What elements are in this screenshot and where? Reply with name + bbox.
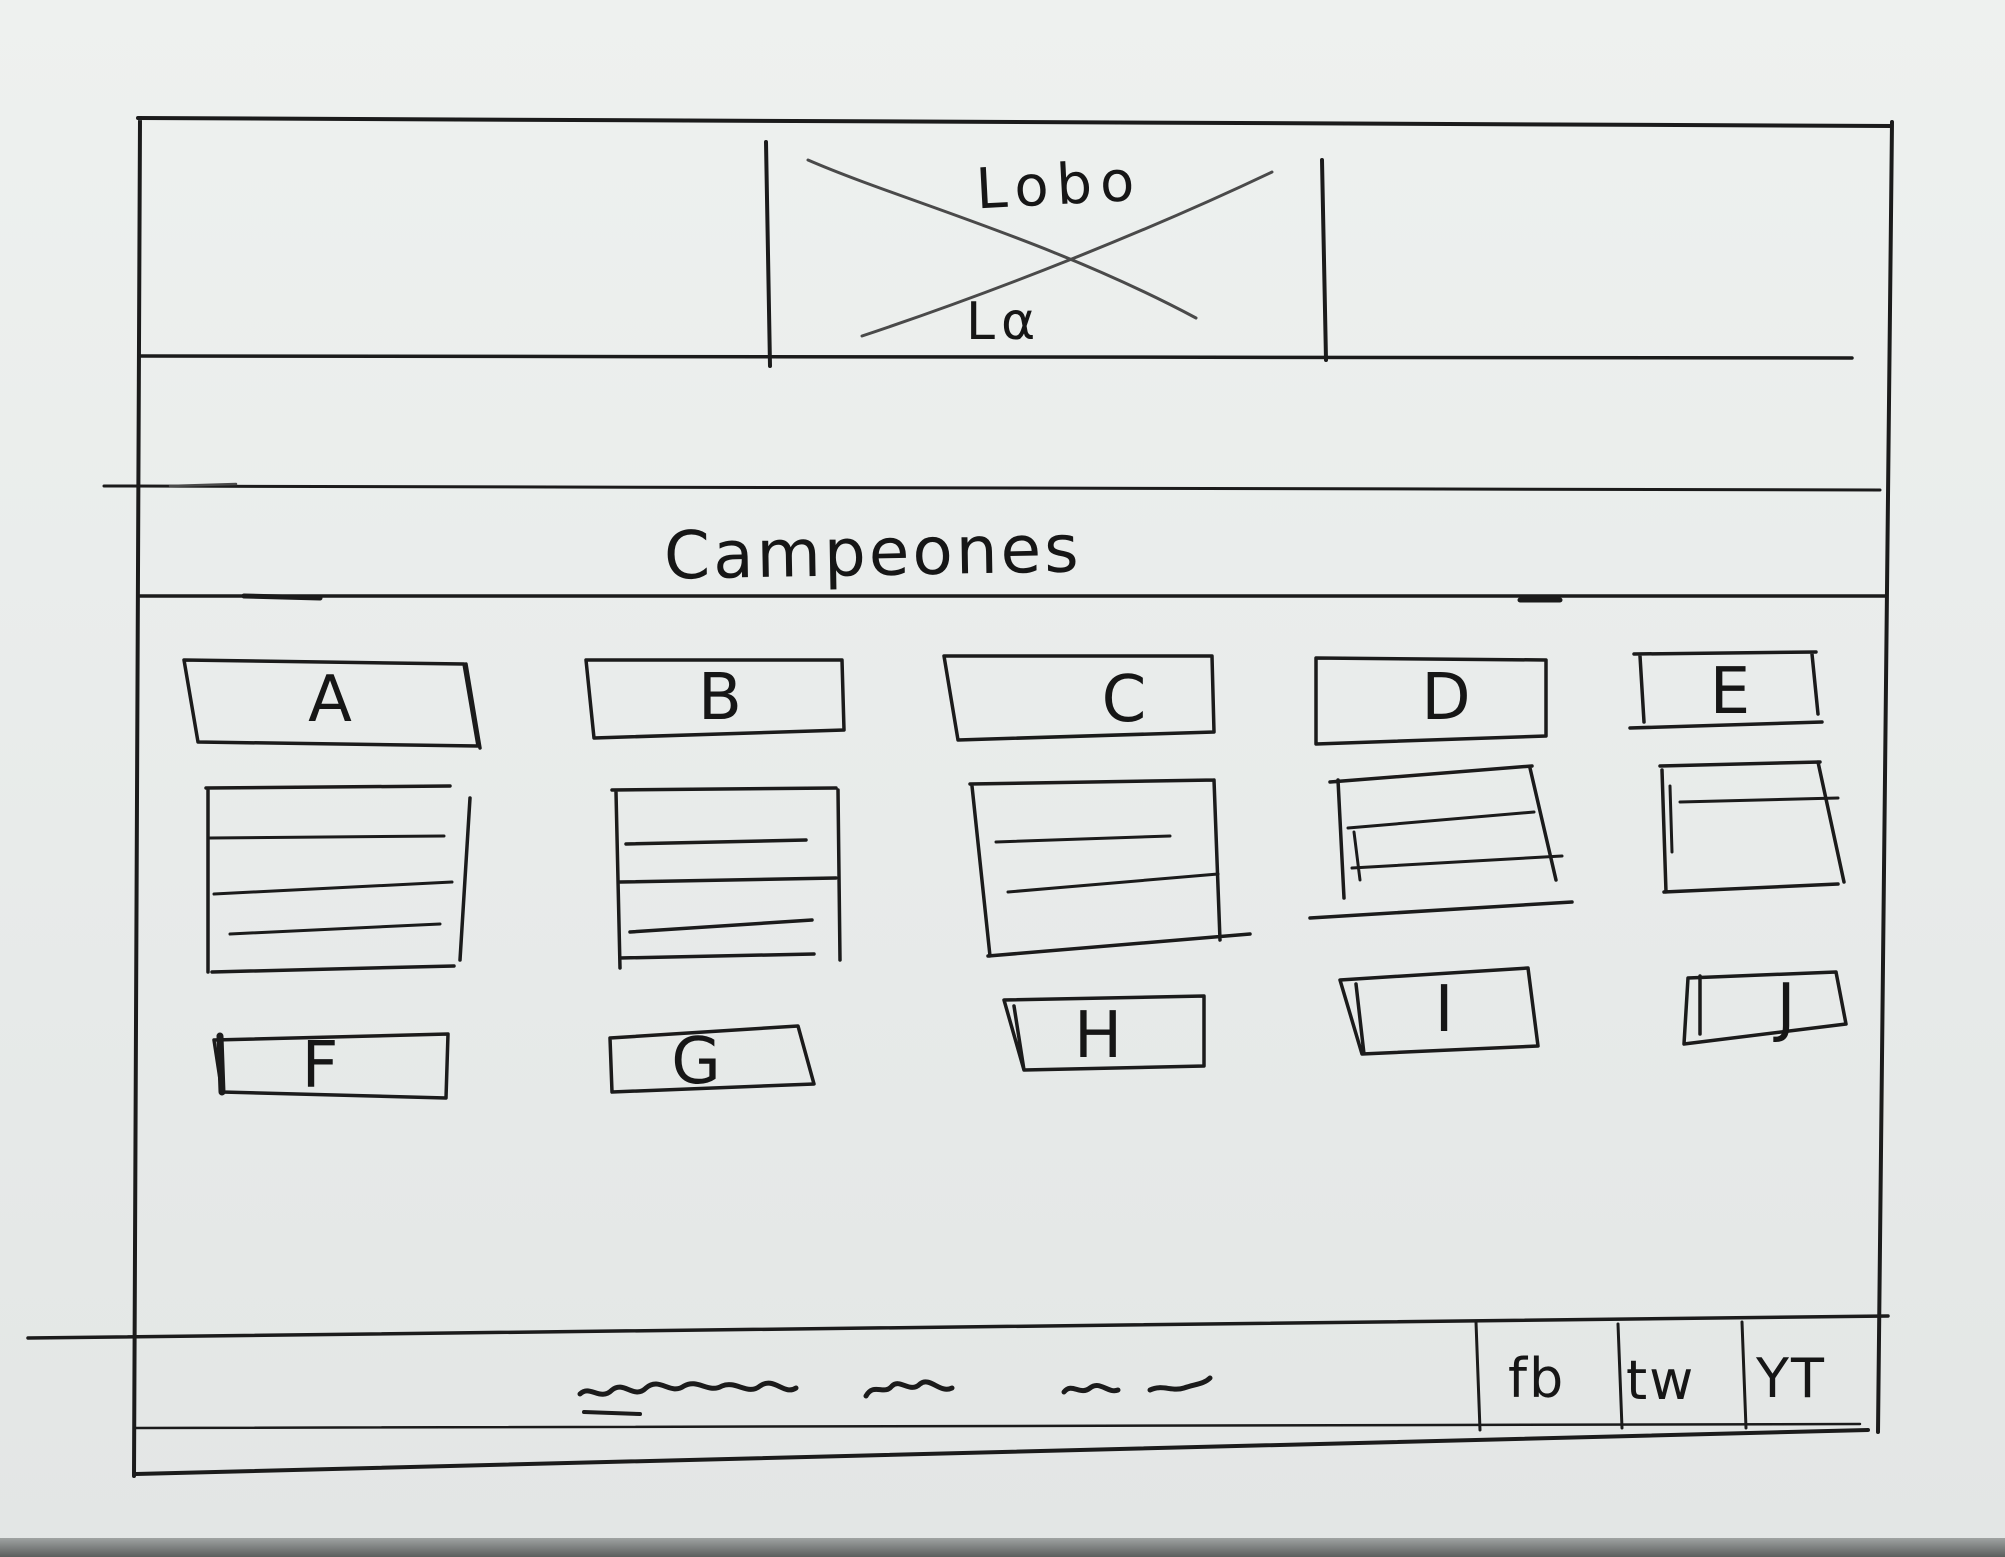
group-button-j[interactable]: J (1776, 971, 1796, 1045)
group-button-e[interactable]: E (1709, 655, 1751, 729)
group-button-g[interactable]: G (671, 1025, 721, 1099)
footer-scribble-1 (577, 1380, 799, 1397)
group-button-b[interactable]: B (698, 661, 742, 735)
twitter-link[interactable]: tw (1626, 1349, 1696, 1412)
logo-text: Lobo (974, 148, 1144, 223)
list-panel-c (968, 778, 1252, 958)
footer-top-line (26, 1314, 1890, 1340)
header-divider (138, 354, 1854, 360)
list-panel-e (1658, 760, 1846, 894)
box-f-stroke (216, 1032, 226, 1096)
box-d (1314, 656, 1548, 746)
footer-scribble-4 (1147, 1375, 1213, 1393)
list-panel-a (204, 784, 472, 974)
list-panel-b (610, 786, 842, 970)
logo-placeholder-cross-1 (806, 158, 1198, 320)
group-button-i[interactable]: I (1434, 973, 1454, 1047)
facebook-link[interactable]: fb (1508, 1347, 1566, 1410)
group-button-h[interactable]: H (1073, 999, 1123, 1073)
box-c (942, 654, 1216, 742)
box-g (608, 1024, 816, 1094)
nav-top-line (102, 484, 1882, 492)
group-button-d[interactable]: D (1421, 661, 1471, 735)
box-j (1682, 970, 1848, 1046)
logo-subtext: Lα (966, 292, 1042, 352)
paper-edge-shadow (0, 1538, 2005, 1557)
section-title: Campeones (663, 510, 1083, 595)
logo-placeholder-cross-2 (860, 170, 1274, 338)
group-button-a[interactable]: A (308, 663, 352, 737)
footer-scribble-underline (582, 1410, 642, 1416)
footer-scribble-3 (1061, 1383, 1121, 1395)
footer-divider-1 (1474, 1320, 1482, 1432)
nav-top-line-stroke (168, 482, 238, 488)
footer-bottom-line (134, 1422, 1862, 1430)
box-e (1628, 650, 1824, 730)
box-a (182, 658, 482, 750)
logo-box-right (1320, 158, 1328, 362)
youtube-link[interactable]: YT (1756, 1347, 1826, 1410)
logo-box-left (764, 140, 772, 368)
group-button-c[interactable]: C (1101, 663, 1147, 737)
nav-bottom-line-stroke (241, 593, 1563, 603)
footer-divider-3 (1740, 1320, 1748, 1430)
outer-frame (132, 116, 1894, 1478)
list-panel-d (1308, 764, 1574, 920)
footer-divider-2 (1616, 1322, 1624, 1430)
box-h (1002, 994, 1206, 1072)
footer-scribble-2 (863, 1379, 955, 1399)
group-button-f[interactable]: F (301, 1029, 339, 1103)
box-i (1338, 966, 1540, 1056)
box-b (584, 658, 846, 740)
